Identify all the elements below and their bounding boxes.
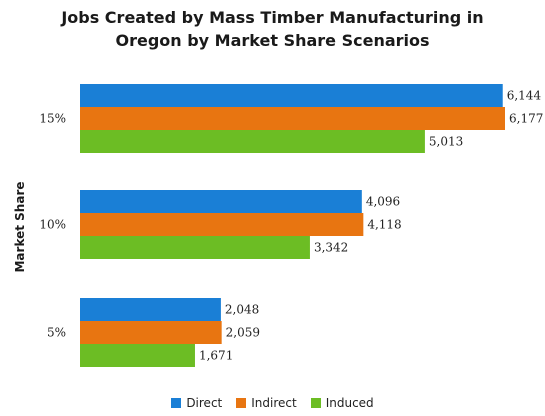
legend-item-direct: Direct (171, 396, 222, 410)
bar-induced (80, 344, 195, 367)
category-label: 5% (47, 326, 66, 340)
bar-indirect (80, 321, 222, 344)
legend-swatch-direct (171, 398, 182, 408)
legend: Direct Indirect Induced (0, 396, 545, 410)
data-label: 3,342 (314, 241, 348, 255)
bar-direct (80, 298, 221, 321)
data-label: 2,048 (225, 303, 259, 317)
legend-label-direct: Direct (186, 396, 223, 410)
bar-indirect (80, 213, 364, 236)
bar-direct (80, 190, 362, 213)
category-label: 10% (39, 218, 66, 232)
legend-label-indirect: Indirect (251, 396, 297, 410)
bar-induced (80, 130, 425, 153)
legend-swatch-induced (310, 398, 321, 408)
legend-item-induced: Induced (310, 396, 374, 410)
data-label: 4,096 (366, 195, 400, 209)
data-label: 2,059 (226, 326, 260, 340)
bar-induced (80, 236, 310, 259)
bar-indirect (80, 107, 505, 130)
chart-title-line-2: Oregon by Market Share Scenarios (115, 31, 430, 50)
legend-label-induced: Induced (325, 396, 374, 410)
category-label: 15% (39, 112, 66, 126)
chart-title: Jobs Created by Mass Timber Manufacturin… (0, 6, 545, 52)
legend-item-indirect: Indirect (236, 396, 297, 410)
data-label: 5,013 (429, 135, 463, 149)
data-label: 6,177 (509, 112, 543, 126)
bar-direct (80, 84, 503, 107)
data-label: 1,671 (199, 349, 233, 363)
data-label: 4,118 (367, 218, 401, 232)
legend-swatch-indirect (236, 398, 247, 408)
data-label: 6,144 (507, 89, 542, 103)
chart-title-line-1: Jobs Created by Mass Timber Manufacturin… (61, 8, 484, 27)
